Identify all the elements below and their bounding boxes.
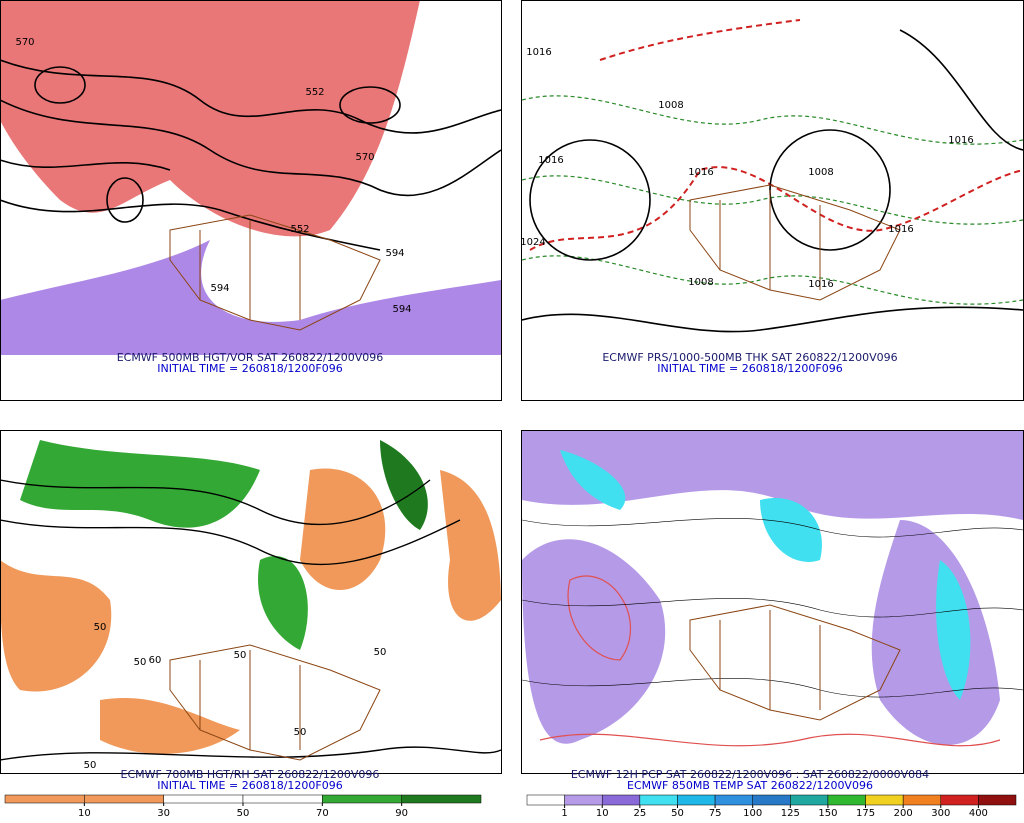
map-precip bbox=[522, 431, 1023, 747]
colorbar-label: 125 bbox=[781, 808, 800, 819]
colorbar-segment bbox=[639, 794, 678, 806]
contour-label: 1016 bbox=[808, 279, 833, 290]
map-subcaption: ECMWF 850MB TEMP SAT 260822/1200V096 bbox=[627, 779, 873, 792]
labels: ECMWF 500MB HGT/VOR SAT 260822/1200V096I… bbox=[4, 37, 1017, 819]
contour-label: 1016 bbox=[538, 155, 563, 166]
contour-label: 50 bbox=[374, 647, 387, 658]
contour-label: 50 bbox=[134, 657, 147, 668]
map-caption: ECMWF 12H PCP SAT 260822/1200V096 : SAT … bbox=[571, 768, 929, 781]
colorbar-segment bbox=[564, 794, 603, 806]
map-500mb bbox=[1, 1, 501, 355]
colorbar-label: 10 bbox=[78, 808, 91, 819]
contour-label: 50 bbox=[294, 727, 307, 738]
map-pressure bbox=[522, 19, 1023, 333]
panel-frame bbox=[0, 430, 502, 774]
colorbar-segment bbox=[902, 794, 942, 806]
contour-label: 594 bbox=[385, 248, 404, 259]
contour-label: 1024 bbox=[520, 237, 545, 248]
colorbar-label: 150 bbox=[818, 808, 837, 819]
contour-label: 1016 bbox=[948, 135, 973, 146]
colorbar-label: 90 bbox=[395, 808, 408, 819]
contour-label: 1016 bbox=[888, 224, 913, 235]
contour-label: 594 bbox=[210, 283, 229, 294]
colorbar-label: 400 bbox=[969, 808, 988, 819]
contour-label: 1008 bbox=[808, 167, 833, 178]
colorbar-label: 175 bbox=[856, 808, 875, 819]
map-subcaption: INITIAL TIME = 260818/1200F096 bbox=[157, 362, 342, 375]
contour-label: 1016 bbox=[526, 47, 551, 58]
panel-frame bbox=[0, 0, 502, 401]
colorbar-label: 50 bbox=[237, 808, 250, 819]
colorbar-label: 70 bbox=[316, 808, 329, 819]
contour-label: 552 bbox=[290, 224, 309, 235]
contour-label: 570 bbox=[355, 152, 374, 163]
colorbar-label: 10 bbox=[596, 808, 609, 819]
colorbar-segment bbox=[601, 794, 641, 806]
colorbar-segment bbox=[940, 794, 979, 806]
contour-label: 50 bbox=[94, 622, 107, 633]
contour-label: 1008 bbox=[658, 100, 683, 111]
colorbar-segment bbox=[677, 794, 716, 806]
contour-label: 50 bbox=[84, 760, 97, 771]
colorbar-segment bbox=[714, 794, 753, 806]
contour-label: 60 bbox=[149, 655, 162, 666]
colorbar-label: 300 bbox=[931, 808, 950, 819]
colorbar-segment bbox=[865, 794, 904, 806]
colorbar-label: 1 bbox=[561, 808, 567, 819]
colorbar-segment bbox=[4, 794, 85, 804]
map-caption: ECMWF 700MB HGT/RH SAT 260822/1200V096 bbox=[121, 768, 380, 781]
map-subcaption: INITIAL TIME = 260818/1200F096 bbox=[657, 362, 842, 375]
colorbar-label: 25 bbox=[633, 808, 646, 819]
colorbar-segment bbox=[242, 794, 323, 804]
colorbar-segment bbox=[401, 794, 482, 804]
colorbar-segment bbox=[752, 794, 791, 806]
map-caption: ECMWF PRS/1000-500MB THK SAT 260822/1200… bbox=[602, 351, 897, 364]
colorbar-segment bbox=[827, 794, 866, 806]
colorbar-segment bbox=[790, 794, 829, 806]
contour-label: 1016 bbox=[688, 167, 713, 178]
colorbar-label: 100 bbox=[743, 808, 762, 819]
colorbar-label: 50 bbox=[671, 808, 684, 819]
map-subcaption: INITIAL TIME = 260818/1200F096 bbox=[157, 779, 342, 792]
contour-label: 594 bbox=[392, 304, 411, 315]
contour-label: 570 bbox=[15, 37, 34, 48]
colorbar-label: 30 bbox=[157, 808, 170, 819]
contour-label: 552 bbox=[305, 87, 324, 98]
colorbar-label: 200 bbox=[894, 808, 913, 819]
colorbar-segment bbox=[163, 794, 244, 804]
colorbar-segment bbox=[526, 794, 565, 806]
colorbar-segment bbox=[978, 794, 1017, 806]
map-700mb bbox=[1, 440, 501, 761]
colorbar-label: 75 bbox=[709, 808, 722, 819]
contour-label: 50 bbox=[234, 650, 247, 661]
map-caption: ECMWF 500MB HGT/VOR SAT 260822/1200V096 bbox=[117, 351, 384, 364]
contour-label: 1008 bbox=[688, 277, 713, 288]
colorbar-segment bbox=[322, 794, 402, 804]
colorbar-segment bbox=[84, 794, 164, 804]
